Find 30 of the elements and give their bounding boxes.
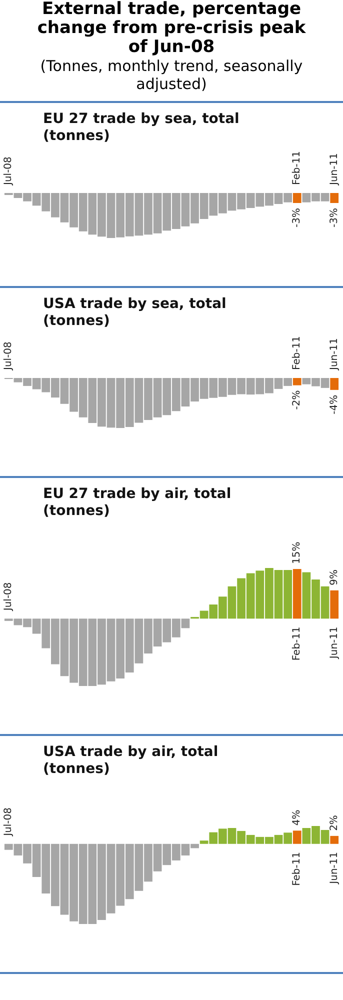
x-tick-label: Jul-08 xyxy=(3,582,14,612)
data-label: -3% xyxy=(328,208,340,228)
data-label: 4% xyxy=(292,810,303,826)
x-tick-label: Jul-08 xyxy=(3,156,14,186)
bar xyxy=(292,568,302,619)
x-tick-label: Jun-11 xyxy=(328,338,340,371)
x-tick-label: Jul-08 xyxy=(3,342,14,371)
text: External trade, percentage change from pre-crisis peak of Jun-08 xyxy=(36,0,306,57)
x-tick-label: Jul-08 xyxy=(3,807,14,837)
bar xyxy=(292,830,302,844)
data-label: 15% xyxy=(292,542,303,564)
text: (Tonnes, monthly trend, seasonally adjusted) xyxy=(39,57,304,93)
data-label: 2% xyxy=(328,815,340,831)
x-tick-label: Jun-11 xyxy=(328,852,340,885)
chart-title: USA trade by sea, total (tonnes) xyxy=(43,296,228,330)
x-tick-label: Feb-11 xyxy=(292,150,303,185)
data-label: -4% xyxy=(328,394,340,414)
chart-title: USA trade by air, total (tonnes) xyxy=(43,744,220,778)
bar xyxy=(330,590,339,619)
x-tick-label: Jun-11 xyxy=(328,153,340,186)
chart-title: EU 27 trade by sea, total (tonnes) xyxy=(43,111,240,145)
x-tick-label: Jun-11 xyxy=(328,626,340,660)
data-label: 9% xyxy=(328,569,340,586)
chart-title: EU 27 trade by air, total (tonnes) xyxy=(43,486,232,520)
data-label: -2% xyxy=(292,390,303,410)
bar xyxy=(330,836,339,844)
x-tick-label: Feb-11 xyxy=(292,626,303,661)
x-tick-label: Feb-11 xyxy=(292,852,303,886)
data-label: -3% xyxy=(292,208,303,228)
x-tick-label: Feb-11 xyxy=(292,336,303,370)
